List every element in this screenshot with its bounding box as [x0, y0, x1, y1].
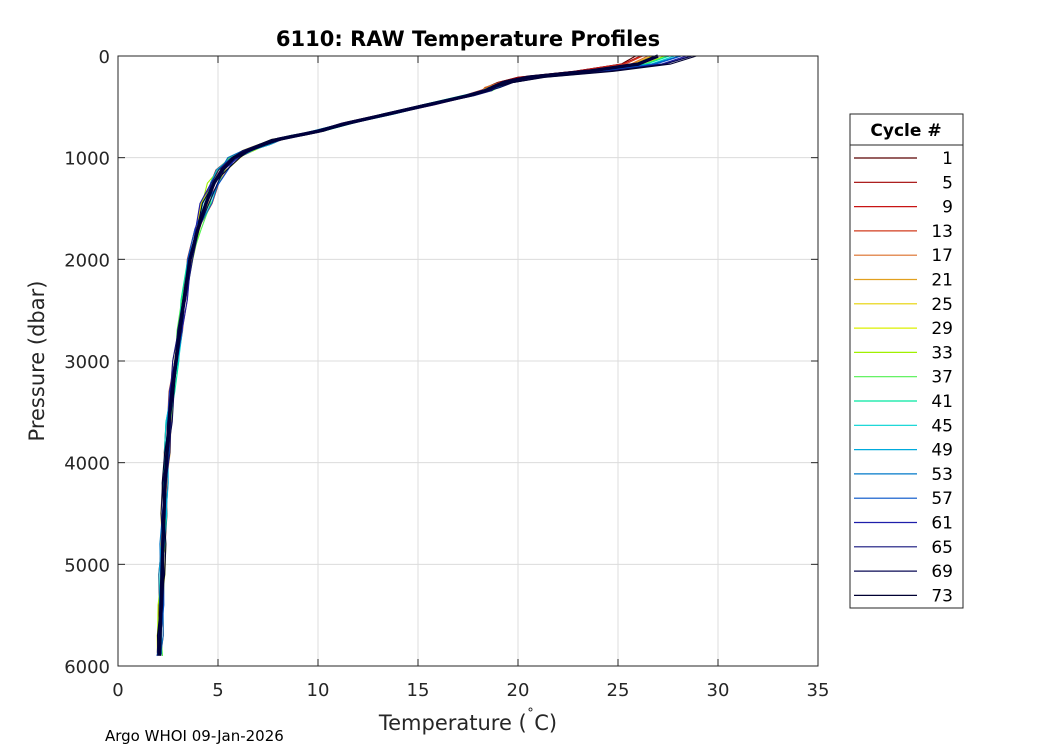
x-axis-title-degree: ˚ — [527, 707, 535, 725]
x-tick-label: 35 — [807, 680, 830, 701]
y-tick-label: 6000 — [64, 657, 110, 678]
legend-label-5: 5 — [942, 173, 953, 193]
legend-entries: 1 5 9 13 17 21 25 29 33 37 41 45 49 53 57 61 65 69 73 — [854, 149, 953, 606]
y-tick-label: 3000 — [64, 352, 110, 373]
x-axis-title: Temperature (˚C) — [378, 707, 557, 735]
x-axis-title-unit: C) — [534, 711, 557, 735]
legend-title: Cycle # — [870, 121, 941, 141]
legend-label-37: 37 — [931, 368, 953, 388]
y-tick-label: 5000 — [64, 555, 110, 576]
legend-label-45: 45 — [931, 416, 953, 436]
y-tick-label: 0 — [99, 47, 110, 68]
x-tick-label: 15 — [407, 680, 430, 701]
y-axis-title: Pressure (dbar) — [25, 281, 49, 442]
x-tick-label: 0 — [112, 680, 123, 701]
grid-lines — [118, 56, 818, 666]
x-tick-label: 30 — [707, 680, 730, 701]
x-axis-title-main: Temperature ( — [378, 711, 527, 735]
legend-label-41: 41 — [931, 392, 953, 412]
y-tick-label: 2000 — [64, 250, 110, 271]
legend-box — [849, 113, 964, 609]
chart-title: 6110: RAW Temperature Profiles — [276, 27, 660, 51]
legend-label-61: 61 — [931, 514, 953, 534]
x-tick-label: 25 — [607, 680, 630, 701]
legend-label-29: 29 — [931, 319, 953, 339]
legend-label-69: 69 — [931, 562, 953, 582]
legend-label-65: 65 — [931, 538, 953, 558]
legend-label-49: 49 — [931, 441, 953, 461]
legend-label-1: 1 — [942, 149, 953, 169]
profile-lines — [156, 54, 697, 657]
legend-label-9: 9 — [942, 198, 953, 218]
legend-label-73: 73 — [931, 586, 953, 606]
legend-label-57: 57 — [931, 489, 953, 509]
legend-label-33: 33 — [931, 343, 953, 363]
legend-label-53: 53 — [931, 465, 953, 485]
footer-credit: Argo WHOI 09-Jan-2026 — [105, 727, 284, 745]
x-axis-ticks: 0 5 10 15 20 25 30 35 — [112, 56, 829, 701]
legend-label-21: 21 — [931, 271, 953, 291]
legend-label-13: 13 — [931, 222, 953, 242]
legend: Cycle # 1 5 9 13 17 21 25 29 33 37 41 45 49 53 57 61 65 6… — [849, 113, 964, 609]
y-tick-label: 1000 — [64, 149, 110, 170]
x-tick-label: 20 — [507, 680, 530, 701]
x-tick-label: 5 — [212, 680, 223, 701]
y-tick-label: 4000 — [64, 454, 110, 475]
legend-label-17: 17 — [931, 246, 953, 266]
y-axis-ticks: 0 1000 2000 3000 4000 5000 6000 — [64, 47, 818, 678]
latest-profile-line — [157, 54, 659, 656]
x-tick-label: 10 — [307, 680, 330, 701]
legend-label-25: 25 — [931, 295, 953, 315]
